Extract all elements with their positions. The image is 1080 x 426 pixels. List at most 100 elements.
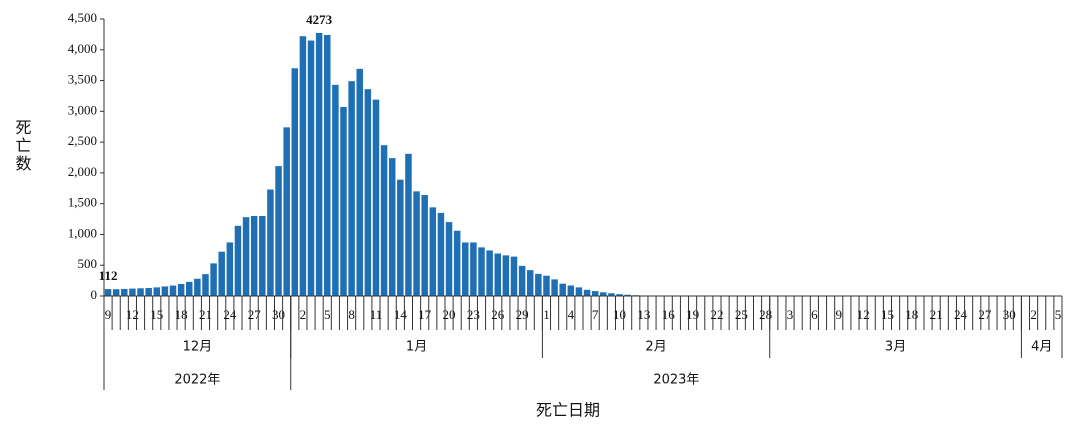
bar (591, 291, 599, 296)
x-tick-label: 27 (978, 307, 992, 322)
x-tick-label: 22 (710, 307, 723, 322)
bar (307, 40, 315, 296)
year-label: 2022年 (174, 373, 220, 388)
x-tick-label: 27 (248, 307, 262, 322)
x-tick-label: 12 (126, 307, 139, 322)
bar (445, 222, 453, 296)
bar (242, 217, 250, 296)
month-label: 3月 (885, 340, 906, 355)
x-tick-label: 6 (811, 307, 818, 322)
bar (177, 283, 185, 296)
y-tick-label: 500 (78, 256, 98, 271)
bar (267, 189, 274, 296)
month-label: 12月 (183, 340, 213, 355)
month-label: 2月 (645, 340, 666, 355)
value-label: 112 (99, 268, 118, 283)
x-tick-label: 18 (905, 307, 918, 322)
bar (405, 153, 412, 296)
bar (616, 294, 623, 296)
x-axis-title: 死亡日期 (536, 401, 600, 420)
bar (397, 179, 404, 296)
y-axis-title: 死亡数 (13, 119, 32, 173)
x-tick-label: 4 (568, 307, 575, 322)
bar (234, 225, 242, 296)
y-tick-label: 3,500 (68, 72, 97, 87)
y-tick-label: 2,000 (68, 164, 97, 179)
bar (121, 288, 128, 296)
bar (608, 293, 615, 296)
bar (104, 289, 112, 296)
bar (356, 68, 363, 296)
x-tick-label: 30 (272, 307, 285, 322)
bar (543, 275, 550, 296)
bar (129, 288, 136, 296)
x-tick-label: 29 (516, 307, 529, 322)
bar (259, 215, 266, 296)
x-tick-label: 19 (686, 307, 699, 322)
x-tick-label: 11 (370, 307, 383, 322)
x-tick-label: 14 (394, 307, 408, 322)
bar (185, 281, 193, 296)
x-tick-label: 21 (930, 307, 943, 322)
y-tick-label: 2,500 (68, 133, 97, 148)
bar (299, 36, 307, 296)
bar (486, 250, 493, 296)
bar (340, 107, 347, 296)
bar (145, 287, 152, 296)
month-label: 1月 (406, 340, 427, 355)
bar (348, 81, 355, 296)
bar (283, 127, 290, 297)
bar (518, 265, 526, 296)
bar (202, 274, 209, 296)
y-tick-label: 4,500 (68, 10, 97, 25)
bar (453, 230, 461, 296)
x-tick-label: 18 (175, 307, 188, 322)
bar (559, 283, 566, 296)
bar (194, 278, 201, 296)
bar (324, 35, 331, 296)
bar (332, 84, 339, 296)
bar (372, 99, 380, 296)
y-tick-label: 4,000 (68, 41, 97, 56)
y-tick-label: 3,000 (68, 102, 97, 117)
month-label: 4月 (1031, 340, 1052, 355)
x-tick-label: 13 (637, 307, 650, 322)
x-tick-label: 26 (491, 307, 505, 322)
x-tick-label: 28 (759, 307, 772, 322)
bar (462, 242, 469, 296)
x-tick-label: 16 (662, 307, 676, 322)
bar (421, 195, 428, 296)
bar (161, 286, 169, 296)
x-tick-label: 3 (787, 307, 794, 322)
x-tick-label: 15 (881, 307, 894, 322)
bar (535, 273, 542, 296)
x-tick-label: 20 (443, 307, 456, 322)
bar (210, 263, 217, 296)
x-tick-label: 30 (1003, 307, 1016, 322)
x-tick-label: 17 (418, 307, 432, 322)
x-tick-label: 10 (613, 307, 626, 322)
bar (494, 253, 502, 296)
bar (502, 255, 510, 296)
bar (275, 166, 282, 296)
bar (575, 287, 583, 296)
bar (291, 68, 299, 296)
bar (437, 212, 445, 296)
y-tick-label: 0 (91, 287, 98, 302)
x-tick-label: 5 (324, 307, 331, 322)
x-tick-label: 2 (300, 307, 307, 322)
x-tick-label: 25 (735, 307, 748, 322)
x-tick-label: 21 (199, 307, 212, 322)
x-tick-label: 24 (954, 307, 968, 322)
x-tick-label: 1 (543, 307, 550, 322)
bar (364, 89, 372, 296)
bar (429, 207, 437, 296)
bar (153, 287, 161, 296)
x-tick-label: 9 (105, 307, 112, 322)
year-label: 2023年 (653, 373, 699, 388)
x-tick-label: 23 (467, 307, 480, 322)
bar (470, 242, 477, 296)
x-tick-label: 9 (835, 307, 842, 322)
